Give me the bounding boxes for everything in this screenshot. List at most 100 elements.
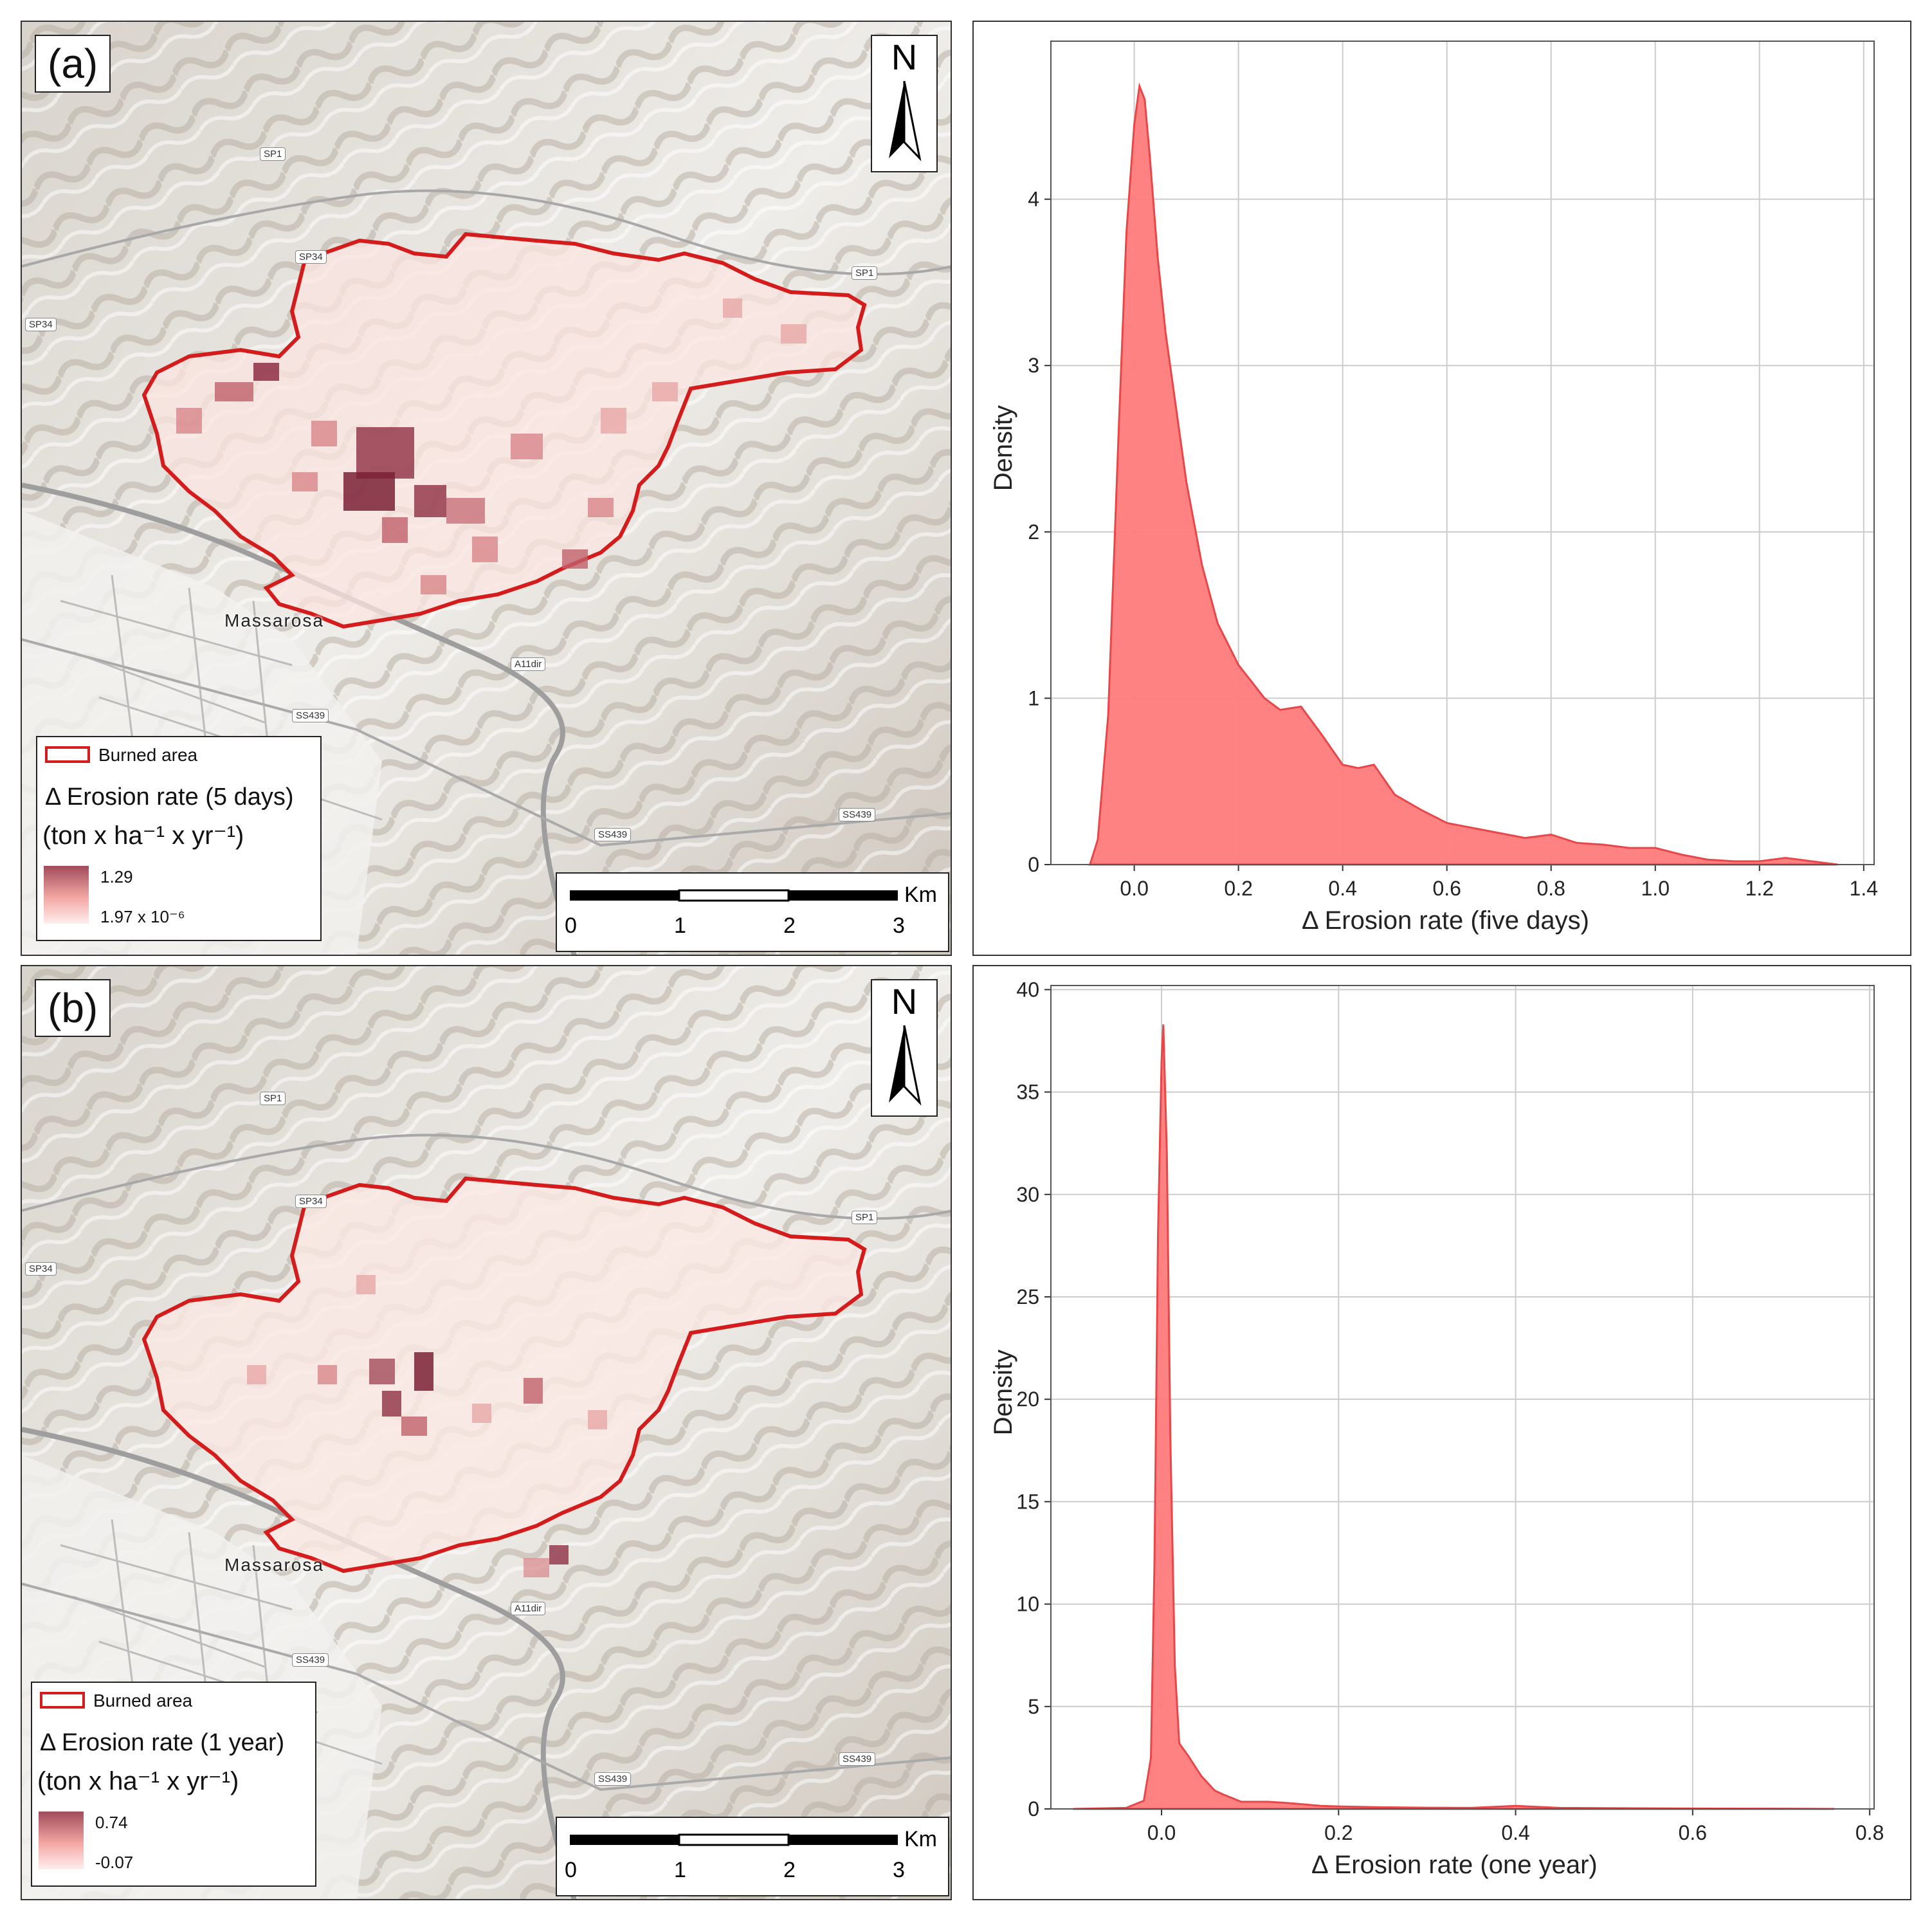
legend-units: (ton x ha⁻¹ x yr⁻¹) bbox=[42, 821, 244, 850]
y-tick-label: 5 bbox=[1028, 1695, 1039, 1718]
scale-tick: 1 bbox=[674, 913, 686, 938]
scale-bar-a: Km 0 1 2 3 bbox=[556, 872, 949, 952]
x-tick-label: 0.2 bbox=[1224, 877, 1252, 900]
panel-label-b: (b) bbox=[35, 979, 111, 1037]
road-label: SP34 bbox=[25, 318, 57, 331]
road-label: SP1 bbox=[260, 147, 286, 161]
scale-unit: Km bbox=[904, 1827, 937, 1851]
legend-min-value: 1.97 x 10⁻⁶ bbox=[100, 907, 185, 926]
road-label: SS439 bbox=[839, 1752, 876, 1766]
town-label: Massarosa bbox=[224, 1555, 324, 1575]
legend-min-value: -0.07 bbox=[95, 1853, 134, 1872]
y-axis-title: Density bbox=[989, 1349, 1018, 1436]
legend-color-ramp bbox=[44, 866, 89, 924]
x-tick-label: 0.0 bbox=[1147, 1821, 1176, 1844]
x-tick-label: 0.4 bbox=[1501, 1821, 1529, 1844]
plot-frame bbox=[1050, 41, 1875, 865]
road-label: SP1 bbox=[260, 1092, 286, 1105]
x-tick-label: 0.0 bbox=[1120, 877, 1148, 900]
road-label: A11dir bbox=[511, 657, 546, 671]
y-tick-label: 4 bbox=[1028, 188, 1039, 211]
scale-unit: Km bbox=[904, 883, 937, 907]
map-legend-a: Burned area Δ Erosion rate (5 days) (ton… bbox=[36, 736, 322, 941]
scale-tick: 2 bbox=[783, 1858, 796, 1882]
road-label: SP34 bbox=[295, 250, 327, 264]
north-arrow-a: N bbox=[871, 35, 938, 172]
road-label: SP1 bbox=[852, 1211, 878, 1224]
scale-bar-graphic bbox=[570, 1833, 898, 1846]
north-label: N bbox=[891, 37, 918, 77]
scale-tick: 2 bbox=[783, 913, 796, 938]
legend-units: (ton x ha⁻¹ x yr⁻¹) bbox=[37, 1767, 239, 1795]
legend-max-value: 1.29 bbox=[100, 867, 133, 886]
road-label: A11dir bbox=[511, 1602, 546, 1615]
density-plot-canvas: 0.0 0.2 0.4 0.6 0.8 1.0 1.2 1.4 0 1 2 3 4 bbox=[1028, 41, 1878, 900]
x-tick-label: 0.4 bbox=[1328, 877, 1356, 900]
burned-area-boundary bbox=[141, 1176, 867, 1573]
panel-label-a: (a) bbox=[35, 35, 111, 93]
scale-tick: 0 bbox=[565, 913, 577, 938]
map-panel-a: (a) N Massarosa SP1 SP1 SP34 SP34 A11dir… bbox=[21, 21, 952, 956]
map-panel-b: (b) N Massarosa SP1 SP1 SP34 SP34 A11dir… bbox=[21, 965, 952, 1900]
road-label: SP34 bbox=[295, 1195, 327, 1208]
scale-tick: 0 bbox=[565, 1858, 577, 1882]
burned-area-label: Burned area bbox=[98, 745, 198, 765]
density-plot-canvas: 0.0 0.2 0.4 0.6 0.8 0 5 10 15 20 25 30 35 40 bbox=[1016, 978, 1884, 1844]
erosion-raster-cells bbox=[247, 1275, 607, 1577]
x-tick-label: 0.6 bbox=[1432, 877, 1461, 900]
scale-tick: 3 bbox=[893, 1858, 905, 1882]
y-tick-label: 0 bbox=[1028, 1797, 1039, 1821]
road-label: SP34 bbox=[25, 1262, 57, 1276]
density-plot-one-year: 0.0 0.2 0.4 0.6 0.8 0 5 10 15 20 25 30 35 40 Δ Erosio… bbox=[972, 965, 1911, 1900]
x-tick-label: 1.4 bbox=[1850, 877, 1878, 900]
x-tick-label: 0.8 bbox=[1855, 1821, 1884, 1844]
y-tick-label: 40 bbox=[1016, 978, 1039, 1001]
x-tick-label: 0.2 bbox=[1324, 1821, 1353, 1844]
y-tick-label: 25 bbox=[1016, 1285, 1039, 1308]
legend-color-ramp bbox=[39, 1812, 84, 1869]
scale-tick: 3 bbox=[893, 913, 905, 938]
x-tick-label: 0.6 bbox=[1679, 1821, 1707, 1844]
burned-area-boundary bbox=[141, 232, 867, 629]
burned-area-swatch bbox=[40, 1692, 85, 1709]
legend-title: Δ Erosion rate (5 days) bbox=[45, 784, 294, 811]
road-label: SP1 bbox=[852, 266, 878, 280]
y-tick-label: 15 bbox=[1016, 1490, 1039, 1513]
north-arrow-icon bbox=[889, 80, 922, 161]
road-label: SS439 bbox=[292, 709, 329, 722]
north-arrow-icon bbox=[889, 1025, 922, 1106]
north-label: N bbox=[891, 981, 918, 1022]
town-label: Massarosa bbox=[224, 610, 324, 630]
erosion-raster-cells bbox=[176, 298, 807, 594]
density-area bbox=[1088, 82, 1838, 866]
plot-frame bbox=[1050, 985, 1875, 1810]
burned-area-label: Burned area bbox=[93, 1691, 193, 1711]
y-tick-label: 10 bbox=[1016, 1593, 1039, 1616]
burned-area-swatch bbox=[45, 746, 90, 763]
density-plot-five-days: 0.0 0.2 0.4 0.6 0.8 1.0 1.2 1.4 0 1 2 3 4 Δ Erosion … bbox=[972, 21, 1911, 956]
road-label: SS439 bbox=[292, 1653, 329, 1667]
y-tick-label: 35 bbox=[1016, 1081, 1039, 1104]
map-legend-b: Burned area Δ Erosion rate (1 year) (ton… bbox=[31, 1682, 316, 1887]
north-arrow-b: N bbox=[871, 979, 938, 1117]
road-label: SS439 bbox=[594, 1772, 632, 1786]
y-tick-label: 3 bbox=[1028, 354, 1039, 377]
y-tick-label: 20 bbox=[1016, 1388, 1039, 1411]
x-tick-label: 1.2 bbox=[1745, 877, 1774, 900]
y-tick-label: 0 bbox=[1028, 853, 1039, 876]
legend-max-value: 0.74 bbox=[95, 1813, 128, 1832]
y-tick-label: 2 bbox=[1028, 520, 1039, 544]
y-axis-title: Density bbox=[989, 405, 1018, 491]
scale-bar-graphic bbox=[570, 889, 898, 902]
x-tick-label: 0.8 bbox=[1536, 877, 1565, 900]
scale-bar-b: Km 0 1 2 3 bbox=[556, 1817, 949, 1896]
scale-tick: 1 bbox=[674, 1858, 686, 1882]
x-axis-title: Δ Erosion rate (one year) bbox=[1311, 1851, 1598, 1879]
legend-title: Δ Erosion rate (1 year) bbox=[40, 1729, 285, 1756]
road-label: SS439 bbox=[594, 828, 632, 841]
road-label: SS439 bbox=[839, 808, 876, 821]
y-tick-label: 30 bbox=[1016, 1183, 1039, 1206]
density-area bbox=[1073, 1024, 1835, 1810]
x-axis-title: Δ Erosion rate (five days) bbox=[1302, 906, 1589, 935]
x-tick-label: 1.0 bbox=[1641, 877, 1670, 900]
